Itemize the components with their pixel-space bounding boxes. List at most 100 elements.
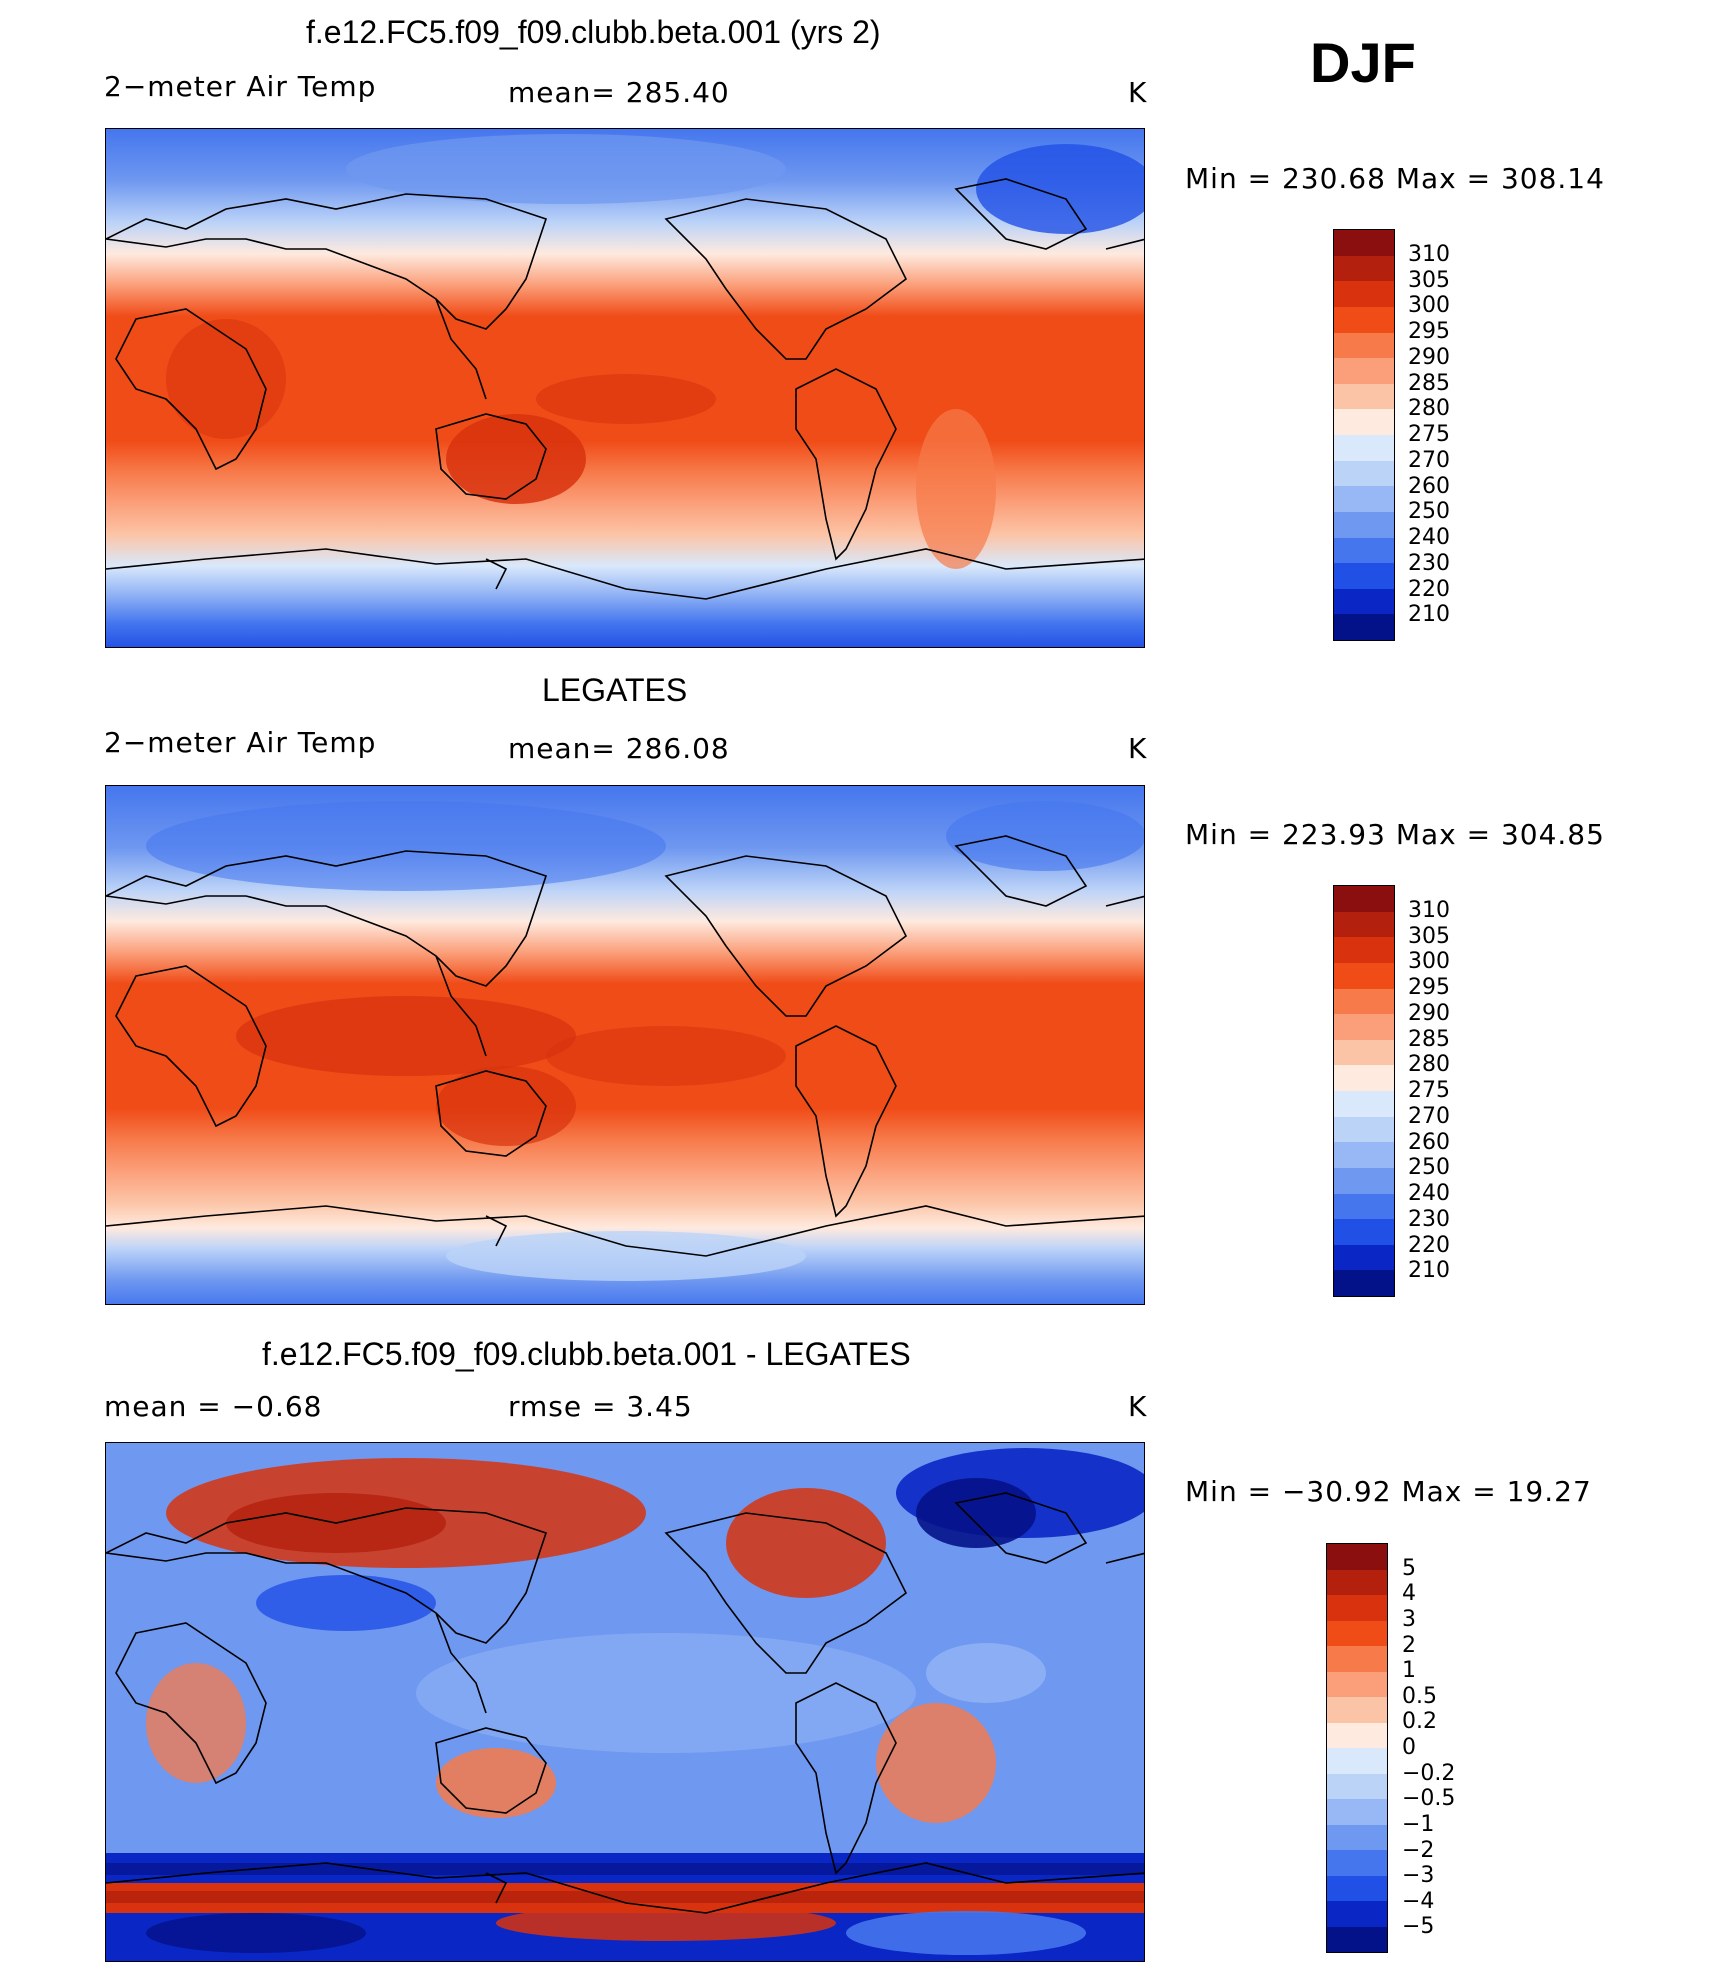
panel-2-title: LEGATES bbox=[542, 672, 688, 708]
colorbar-swatch bbox=[1334, 1091, 1394, 1117]
colorbar-tick-label: 280 bbox=[1408, 1052, 1450, 1078]
panel-3-rmse-label: rmse = 3.45 bbox=[508, 1390, 693, 1423]
colorbar-tick-label: 3 bbox=[1402, 1606, 1416, 1632]
colorbar-swatch bbox=[1334, 1142, 1394, 1168]
panel-2-units-label: K bbox=[1128, 732, 1148, 765]
colorbar-swatch bbox=[1334, 281, 1394, 307]
colorbar-swatch bbox=[1334, 911, 1394, 938]
colorbar-swatch bbox=[1334, 230, 1394, 256]
colorbar-swatch bbox=[1334, 409, 1394, 435]
colorbar-tick-label: −4 bbox=[1402, 1888, 1435, 1914]
colorbar-tick-label: 220 bbox=[1408, 1232, 1450, 1258]
colorbar-tick-label: −0.5 bbox=[1402, 1786, 1456, 1812]
colorbar-swatch bbox=[1334, 1167, 1394, 1194]
colorbar-tick-label: 310 bbox=[1408, 241, 1450, 267]
colorbar-swatch bbox=[1334, 1244, 1394, 1271]
panel-3-colorbar bbox=[1326, 1543, 1388, 1953]
panel-3-coastlines bbox=[106, 1492, 1144, 1914]
colorbar-tick-label: 260 bbox=[1408, 1129, 1450, 1155]
colorbar-swatch bbox=[1334, 886, 1394, 912]
colorbar-tick-label: 285 bbox=[1408, 370, 1450, 396]
colorbar-swatch bbox=[1334, 1193, 1394, 1220]
panel-3-title: f.e12.FC5.f09_f09.clubb.beta.001 - LEGAT… bbox=[262, 1336, 911, 1372]
colorbar-tick-label: 275 bbox=[1408, 1078, 1450, 1103]
colorbar-swatch bbox=[1334, 435, 1394, 461]
colorbar-tick-label: 230 bbox=[1408, 1206, 1450, 1232]
colorbar-tick-label: −5 bbox=[1402, 1914, 1435, 1940]
colorbar-swatch bbox=[1334, 460, 1394, 487]
colorbar-tick-label: 290 bbox=[1408, 1000, 1450, 1026]
colorbar-tick-label: 1 bbox=[1402, 1658, 1416, 1684]
colorbar-swatch bbox=[1334, 1039, 1394, 1066]
colorbar-swatch bbox=[1334, 486, 1394, 512]
season-label: DJF bbox=[1310, 31, 1416, 94]
panel-1-units-label: K bbox=[1128, 76, 1148, 109]
panel-3-minmax-label: Min = −30.92 Max = 19.27 bbox=[1185, 1475, 1592, 1508]
colorbar-swatch bbox=[1327, 1722, 1387, 1748]
panel-3-map bbox=[105, 1442, 1145, 1962]
panel-2-map bbox=[105, 785, 1145, 1305]
colorbar-tick-label: 0.5 bbox=[1402, 1683, 1437, 1709]
colorbar-tick-label: 0.2 bbox=[1402, 1709, 1437, 1735]
colorbar-swatch bbox=[1327, 1646, 1387, 1672]
colorbar-swatch bbox=[1334, 1219, 1394, 1245]
colorbar-swatch bbox=[1327, 1595, 1387, 1621]
colorbar-swatch bbox=[1327, 1799, 1387, 1825]
colorbar-tick-label: 270 bbox=[1408, 447, 1450, 473]
colorbar-tick-label: 275 bbox=[1408, 422, 1450, 447]
colorbar-swatch bbox=[1327, 1773, 1387, 1799]
colorbar-tick-label: −1 bbox=[1402, 1811, 1435, 1837]
colorbar-swatch bbox=[1334, 588, 1394, 615]
colorbar-swatch bbox=[1327, 1671, 1387, 1697]
colorbar-tick-label: 300 bbox=[1408, 949, 1450, 975]
colorbar-tick-label: 230 bbox=[1408, 550, 1450, 576]
colorbar-tick-label: 210 bbox=[1408, 1258, 1450, 1284]
colorbar-tick-label: 2 bbox=[1402, 1632, 1416, 1658]
panel-2-colorbar bbox=[1333, 885, 1395, 1297]
colorbar-swatch bbox=[1334, 332, 1394, 359]
panel-1-variable-label: 2−meter Air Temp bbox=[104, 70, 377, 103]
colorbar-swatch bbox=[1334, 1014, 1394, 1040]
panel-2-coastlines bbox=[106, 835, 1144, 1257]
colorbar-swatch bbox=[1327, 1824, 1387, 1850]
colorbar-swatch bbox=[1334, 255, 1394, 282]
colorbar-tick-label: 285 bbox=[1408, 1026, 1450, 1052]
colorbar-swatch bbox=[1327, 1850, 1387, 1876]
colorbar-tick-label: −3 bbox=[1402, 1863, 1435, 1889]
panel-1-title: f.e12.FC5.f09_f09.clubb.beta.001 (yrs 2) bbox=[306, 14, 881, 50]
panel-1-colorbar bbox=[1333, 229, 1395, 641]
colorbar-swatch bbox=[1334, 563, 1394, 589]
colorbar-swatch bbox=[1327, 1697, 1387, 1723]
colorbar-swatch bbox=[1334, 358, 1394, 384]
panel-3-mean-label: mean = −0.68 bbox=[104, 1390, 323, 1423]
colorbar-swatch bbox=[1334, 988, 1394, 1015]
colorbar-tick-label: 5 bbox=[1402, 1555, 1416, 1581]
colorbar-swatch bbox=[1334, 1116, 1394, 1143]
colorbar-tick-label: −0.2 bbox=[1402, 1760, 1456, 1786]
colorbar-tick-label: 4 bbox=[1402, 1581, 1416, 1607]
colorbar-tick-label: 295 bbox=[1408, 975, 1450, 1000]
colorbar-swatch bbox=[1334, 537, 1394, 564]
colorbar-tick-label: 295 bbox=[1408, 319, 1450, 344]
colorbar-tick-label: 280 bbox=[1408, 396, 1450, 422]
colorbar-swatch bbox=[1327, 1620, 1387, 1646]
colorbar-swatch bbox=[1334, 614, 1394, 640]
colorbar-swatch bbox=[1334, 1270, 1394, 1296]
colorbar-swatch bbox=[1327, 1748, 1387, 1774]
panel-3-units-label: K bbox=[1128, 1390, 1148, 1423]
colorbar-swatch bbox=[1327, 1901, 1387, 1927]
colorbar-swatch bbox=[1334, 1065, 1394, 1091]
colorbar-tick-label: 270 bbox=[1408, 1103, 1450, 1129]
colorbar-swatch bbox=[1327, 1875, 1387, 1901]
colorbar-tick-label: 300 bbox=[1408, 293, 1450, 319]
colorbar-tick-label: 290 bbox=[1408, 344, 1450, 370]
colorbar-swatch bbox=[1334, 383, 1394, 410]
colorbar-tick-label: 240 bbox=[1408, 525, 1450, 550]
colorbar-tick-label: 260 bbox=[1408, 473, 1450, 499]
panel-1-mean-label: mean= 285.40 bbox=[508, 76, 730, 109]
panel-1-minmax-label: Min = 230.68 Max = 308.14 bbox=[1185, 162, 1605, 195]
colorbar-tick-label: 210 bbox=[1408, 602, 1450, 628]
colorbar-swatch bbox=[1327, 1926, 1387, 1952]
colorbar-tick-label: 240 bbox=[1408, 1181, 1450, 1206]
colorbar-swatch bbox=[1327, 1569, 1387, 1595]
